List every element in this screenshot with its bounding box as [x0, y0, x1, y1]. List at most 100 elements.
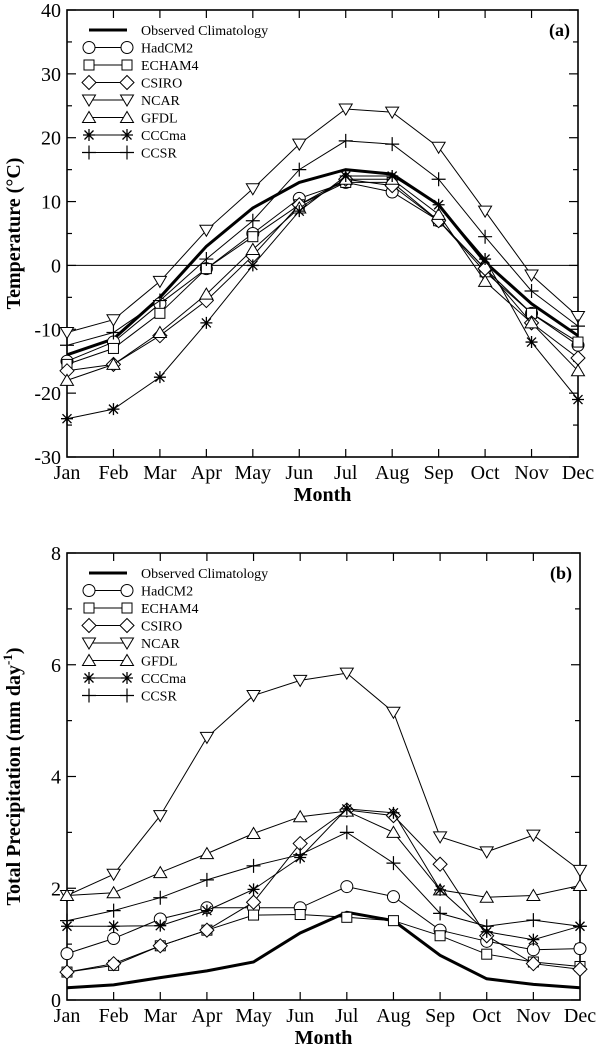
- precip-point-cccma: [247, 883, 260, 896]
- precip-point-csiro: [432, 856, 448, 872]
- temp-x-tick-label: Jul: [334, 462, 358, 484]
- precip-point-hadcm2: [573, 942, 587, 956]
- temp-legend-marker: [120, 145, 134, 160]
- precip-legend-item: ECHAM4: [83, 602, 199, 617]
- precip-point-cccma: [387, 806, 400, 819]
- precip-y-tick-label: 0: [51, 990, 61, 1012]
- temperature-chart: Jan Feb Mar Apr May Jun Jul Aug Sep Oct Nov Dec -30 -…: [3, 0, 594, 506]
- precip-point-ncar: [292, 674, 308, 688]
- temp-legend-label: NCAR: [141, 94, 181, 109]
- temp-point-cccma: [200, 316, 213, 329]
- temp-point-cccma: [432, 198, 445, 211]
- temp-legend-marker: [119, 94, 135, 107]
- temp-point-gfdl: [198, 287, 214, 300]
- precip-x-tick-label: Aug: [376, 1005, 410, 1027]
- precip-series-gfdl: [59, 804, 588, 903]
- temp-series-echam4: [61, 176, 584, 370]
- precip-point-ccsr: [293, 847, 308, 862]
- temp-y-tick-label: -20: [34, 383, 61, 405]
- precip-x-tick-label: Feb: [99, 1005, 129, 1027]
- temp-point-cccma: [107, 403, 120, 416]
- precip-series-csiro: [59, 802, 588, 980]
- temp-legend-item: NCAR: [81, 94, 181, 109]
- precip-legend-marker: [83, 672, 95, 684]
- precip-point-csiro: [199, 922, 215, 938]
- temp-line-csiro: [66, 178, 579, 372]
- precip-point-hadcm2: [60, 947, 74, 961]
- precip-point-hadcm2: [340, 880, 354, 894]
- temp-x-tick-label: May: [234, 462, 271, 484]
- precip-y-tick-label: 2: [51, 878, 61, 900]
- temp-series-observed-climatology: [66, 168, 579, 357]
- precip-legend-marker: [120, 584, 134, 597]
- temp-legend-marker: [82, 41, 96, 54]
- precip-legend-label: CSIRO: [141, 620, 182, 635]
- precip-point-ccsr: [386, 856, 401, 871]
- temp-point-echam4: [154, 307, 166, 319]
- precip-point-cccma: [434, 883, 447, 896]
- precip-x-tick-label: Nov: [516, 1005, 550, 1027]
- precip-x-tick-label: Dec: [564, 1005, 596, 1027]
- precip-point-gfdl: [59, 888, 75, 902]
- temp-point-ccsr: [338, 133, 353, 148]
- temp-point-ncar: [431, 141, 447, 155]
- precip-line-gfdl: [66, 810, 581, 898]
- precip-point-ncar: [199, 731, 215, 745]
- temp-legend-marker: [81, 74, 97, 91]
- precip-legend-marker: [121, 602, 133, 614]
- temp-legend-label: Observed Climatology: [141, 24, 268, 39]
- precip-series-echam4: [61, 909, 586, 978]
- temp-x-axis-label: Month: [294, 484, 352, 506]
- precip-point-echam4: [434, 930, 446, 942]
- precip-point-csiro: [245, 894, 262, 910]
- temp-legend-marker: [81, 110, 97, 123]
- temp-legend-marker: [83, 59, 95, 71]
- precip-series-observed-climatology: [66, 910, 581, 990]
- temp-legend-label: CCSR: [141, 147, 177, 162]
- precip-point-csiro: [572, 961, 588, 977]
- temp-point-ncar: [198, 224, 214, 238]
- temp-point-gfdl: [152, 325, 168, 338]
- temp-point-ncar: [59, 326, 75, 340]
- precip-legend-item: NCAR: [81, 637, 181, 652]
- precip-legend-marker: [119, 653, 135, 666]
- temp-series-hadcm2: [60, 175, 585, 368]
- temp-line-hadcm2: [66, 181, 579, 362]
- temp-point-gfdl: [524, 315, 539, 329]
- temp-legend-item: CCCma: [83, 129, 187, 144]
- temp-series-ccsr: [60, 133, 585, 353]
- temp-y-tick-label: -30: [34, 447, 61, 469]
- precip-legend-item: CSIRO: [81, 617, 182, 635]
- precip-point-hadcm2: [386, 890, 400, 904]
- precip-point-echam4: [387, 915, 399, 927]
- precip-point-ncar: [432, 831, 448, 844]
- temp-legend-marker: [120, 41, 134, 54]
- precip-legend-item: GFDL: [81, 653, 178, 670]
- temp-point-cccma: [293, 205, 306, 218]
- precip-legend-label: HadCM2: [141, 585, 193, 600]
- temp-point-gfdl: [106, 357, 121, 370]
- temp-line-observed-climatology: [66, 168, 579, 357]
- temp-legend-marker: [121, 129, 133, 141]
- temp-point-ncar: [477, 205, 493, 219]
- precip-point-ccsr: [573, 919, 587, 934]
- temp-point-cccma: [525, 336, 538, 349]
- precip-point-csiro: [59, 964, 75, 980]
- temp-legend-label: CSIRO: [141, 77, 182, 92]
- temp-legend-label: ECHAM4: [141, 59, 199, 74]
- temp-legend-marker: [121, 59, 133, 71]
- temp-x-tick-label: Sep: [424, 462, 454, 484]
- precip-point-csiro: [525, 955, 542, 972]
- precip-x-tick-label: Apr: [191, 1005, 222, 1027]
- temp-line-ccsr: [66, 140, 579, 346]
- precip-legend-marker: [82, 584, 96, 597]
- precip-point-ncar: [572, 864, 588, 878]
- temp-point-ccsr: [292, 162, 307, 177]
- temp-point-ncar: [291, 138, 307, 152]
- temp-legend-item: CCSR: [82, 145, 177, 162]
- precip-legend-label: NCAR: [141, 637, 181, 652]
- precip-line-hadcm2: [66, 886, 581, 955]
- temp-point-ncar: [524, 269, 539, 282]
- temp-point-ccsr: [524, 283, 539, 298]
- precip-point-echam4: [248, 909, 260, 921]
